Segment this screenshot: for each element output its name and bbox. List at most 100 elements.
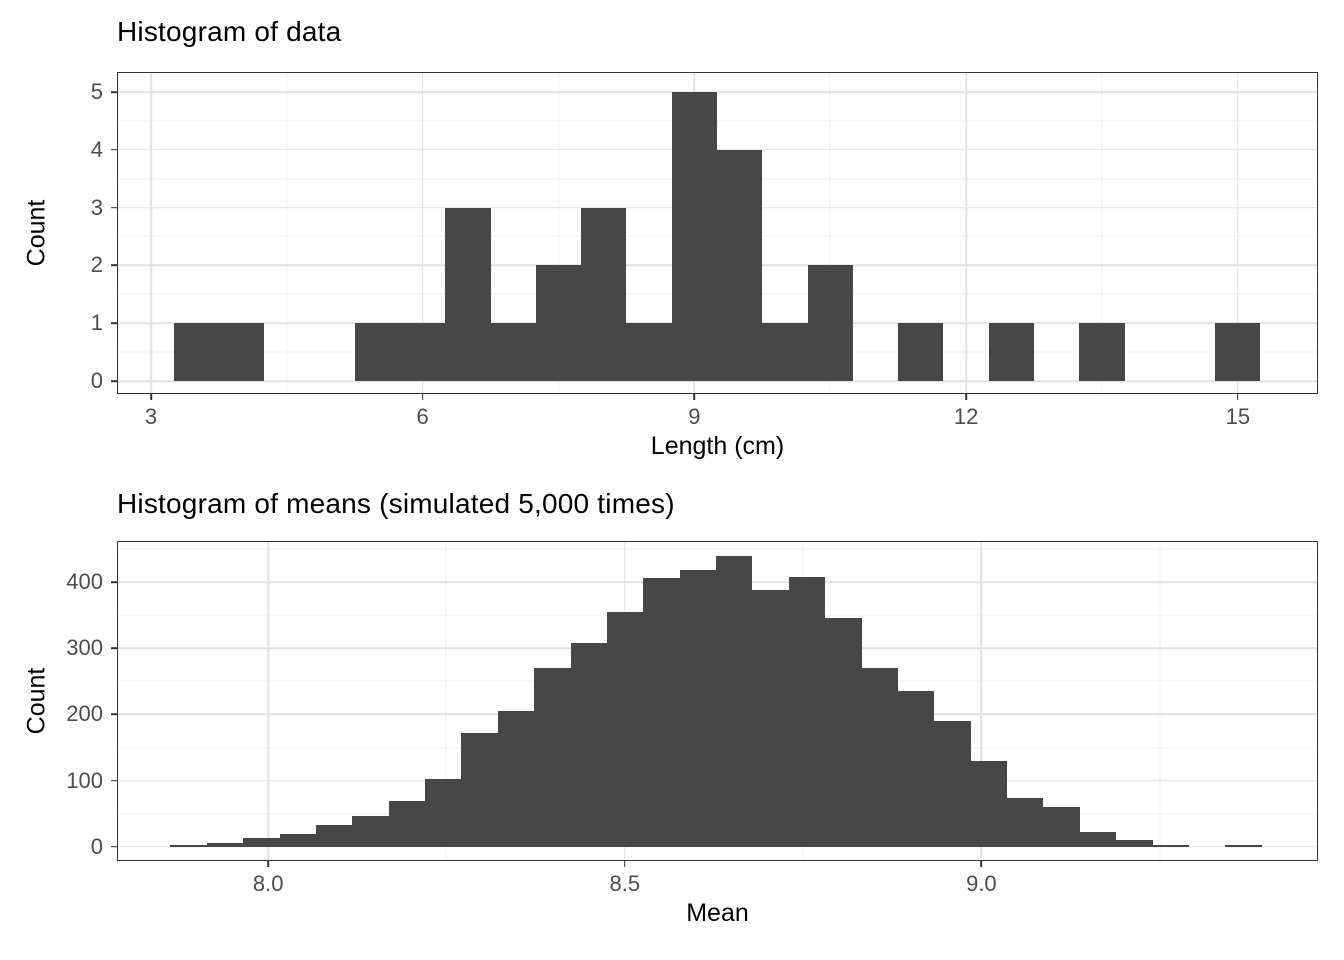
y-tick-mark xyxy=(111,264,117,267)
plot-panel-means: 8.0 8.5 9.0 0 100 200 300 400 xyxy=(66,541,1318,896)
x-tick-label: 6 xyxy=(416,404,429,429)
histogram-bar xyxy=(1079,323,1125,381)
plot-title-histogram-of-data: Histogram of data xyxy=(117,16,342,47)
y-tick-mark xyxy=(111,713,117,716)
y-tick-mark xyxy=(111,206,117,209)
y-tick-label: 4 xyxy=(90,136,103,162)
y-tick-mark xyxy=(111,149,117,151)
x-tick-label: 8.0 xyxy=(252,871,284,896)
y-tick-mark xyxy=(111,779,117,782)
histogram-bar xyxy=(497,711,535,847)
histogram-bar xyxy=(173,323,219,381)
histogram-bar xyxy=(535,265,582,381)
histogram-bar xyxy=(679,570,717,847)
histogram-bar xyxy=(218,323,265,381)
gridline-x-major xyxy=(1237,72,1239,394)
y-tick-label: 1 xyxy=(90,310,103,336)
histogram-bar xyxy=(825,617,862,847)
histogram-bar xyxy=(1116,840,1153,847)
x-tick-mark xyxy=(267,861,269,867)
x-tick-label: 9 xyxy=(688,404,701,429)
histogram-bar xyxy=(807,265,853,381)
y-tick-mark xyxy=(111,845,117,848)
histogram-bar xyxy=(352,816,389,847)
x-tick-mark xyxy=(1237,394,1239,400)
histogram-bar xyxy=(1152,845,1189,847)
histogram-bar xyxy=(752,590,789,847)
y-tick-label: 200 xyxy=(66,701,103,727)
plot-panel-data: 3 6 9 12 15 0 1 2 3 4 5 xyxy=(91,72,1318,429)
gridline-x-minor xyxy=(829,72,831,394)
gridline-x-minor xyxy=(1159,541,1161,861)
histogram-bar xyxy=(671,91,718,381)
histogram-bar xyxy=(643,578,680,847)
histogram-bar xyxy=(970,760,1008,847)
histogram-bar xyxy=(626,323,672,381)
gridline-y-minor xyxy=(117,120,1318,122)
x-tick-label: 8.5 xyxy=(609,871,641,896)
y-tick-mark xyxy=(111,322,117,324)
y-tick-label: 2 xyxy=(90,252,103,278)
histogram-bar xyxy=(445,207,491,381)
histogram-bar xyxy=(206,843,244,847)
histogram-bar xyxy=(425,779,462,847)
histogram-bar xyxy=(788,576,826,847)
x-tick-mark xyxy=(693,394,696,400)
histogram-bar xyxy=(1043,807,1080,847)
x-tick-mark xyxy=(150,394,152,400)
y-tick-label: 100 xyxy=(66,767,103,793)
histogram-bar xyxy=(279,834,316,847)
gridline-x-minor xyxy=(558,72,560,394)
y-tick-label: 0 xyxy=(90,833,103,859)
histogram-bar xyxy=(243,838,280,847)
histogram-bar xyxy=(388,801,426,847)
y-tick-label: 0 xyxy=(90,367,103,393)
x-tick-mark xyxy=(421,394,424,400)
x-tick-label: 12 xyxy=(953,404,979,429)
x-tick-mark xyxy=(965,394,967,400)
histogram-bar xyxy=(861,668,898,847)
histogram-bar xyxy=(400,323,446,381)
histogram-bar xyxy=(170,845,207,847)
x-tick-label: 15 xyxy=(1225,404,1251,429)
histogram-bar xyxy=(315,824,353,847)
gridline-x-major xyxy=(150,72,152,394)
y-tick-mark xyxy=(111,647,117,650)
y-tick-mark xyxy=(111,380,117,382)
x-tick-mark xyxy=(623,861,626,867)
histogram-bar xyxy=(898,323,944,381)
x-axis-title-means: Mean xyxy=(686,899,749,927)
gridline-x-minor xyxy=(286,72,288,394)
gridline-x-major xyxy=(421,72,424,394)
y-tick-label: 5 xyxy=(90,78,103,104)
gridline-y-minor xyxy=(117,548,1318,550)
histogram-bar xyxy=(570,643,607,847)
gridline-x-major xyxy=(267,541,269,861)
y-tick-label: 400 xyxy=(66,569,103,595)
gridline-x-major xyxy=(980,541,983,861)
gridline-y-major xyxy=(117,845,1318,848)
gridline-x-minor xyxy=(1101,72,1103,394)
y-tick-label: 300 xyxy=(66,635,103,661)
histogram-bar xyxy=(606,611,644,847)
x-axis-title-data: Length (cm) xyxy=(650,432,785,460)
histogram-bar xyxy=(1007,798,1044,847)
gridline-y-major xyxy=(117,91,1318,93)
histogram-bar xyxy=(581,207,627,381)
histogram-bar xyxy=(716,555,753,847)
histogram-bar xyxy=(897,691,935,847)
histogram-bar xyxy=(354,323,401,381)
histogram-bar xyxy=(461,732,498,847)
histogram-bar xyxy=(1215,323,1261,381)
histogram-bar xyxy=(934,721,971,847)
histogram-bar xyxy=(1079,831,1117,847)
histogram-bar xyxy=(988,323,1035,381)
x-tick-label: 3 xyxy=(144,404,158,429)
histogram-bar xyxy=(717,149,763,381)
x-tick-mark xyxy=(980,861,983,867)
histogram-bar xyxy=(1225,845,1262,847)
histogram-bar xyxy=(534,668,571,847)
plot-title-histogram-of-means: Histogram of means (simulated 5,000 time… xyxy=(117,488,675,519)
gridline-y-major xyxy=(117,380,1318,382)
